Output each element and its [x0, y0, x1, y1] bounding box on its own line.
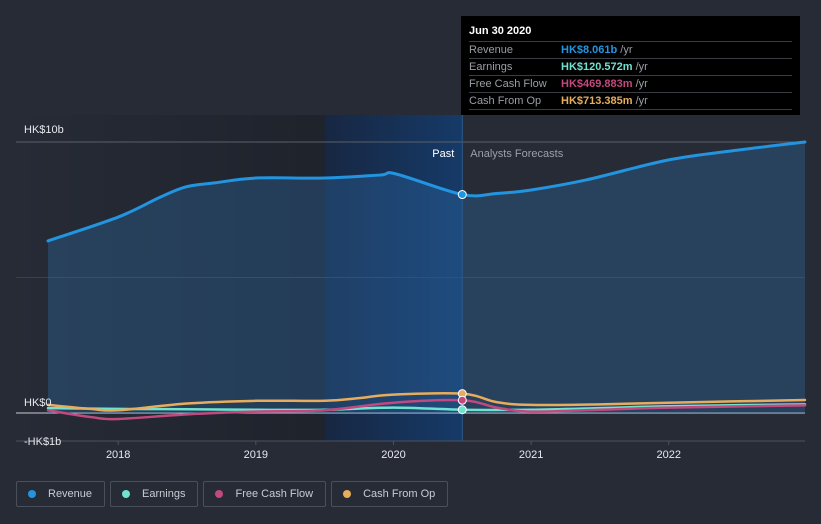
- area-layer: [48, 142, 805, 413]
- tooltip-row-unit: /yr: [635, 95, 648, 107]
- y-tick-label: -HK$1b: [24, 436, 61, 448]
- highlight-dots: [457, 190, 467, 415]
- tooltip-row-value: HK$469.883m: [561, 78, 633, 90]
- earnings-line: [46, 403, 807, 412]
- y-tick-label: HK$10b: [24, 124, 64, 136]
- past-label: Past: [432, 148, 454, 160]
- forecast-label: Analysts Forecasts: [470, 148, 563, 160]
- tooltip-row-unit: /yr: [620, 44, 633, 56]
- tooltip-row-unit: /yr: [635, 61, 648, 73]
- tooltip-row-revenue: Revenue HK$8.061b /yr: [469, 42, 792, 59]
- tooltip-row-cash-from-op: Cash From Op HK$713.385m /yr: [469, 93, 792, 110]
- revenue-line: [46, 140, 807, 243]
- gridlines: [16, 141, 805, 414]
- tooltip-row-label: Cash From Op: [469, 95, 542, 107]
- tooltip-row-value: HK$8.061b: [561, 44, 618, 56]
- cash-from-op-line: [46, 391, 807, 412]
- x-tick-label: 2022: [656, 449, 680, 461]
- tooltip-row-label: Free Cash Flow: [469, 78, 547, 90]
- legend-dot-icon: [122, 490, 131, 498]
- tooltip-row-earnings: Earnings HK$120.572m /yr: [469, 59, 792, 76]
- free-cash-flow-line: [46, 398, 807, 421]
- tooltip-row-value: HK$120.572m: [561, 61, 633, 73]
- tooltip: Jun 30 2020 Revenue HK$8.061b /yr Earnin…: [461, 16, 800, 115]
- legend-dot-icon: [215, 490, 224, 498]
- x-tick-label: 2018: [106, 449, 130, 461]
- x-tick-label: 2020: [381, 449, 405, 461]
- legend-label: Revenue: [48, 488, 93, 500]
- y-axis-labels: HK$10b HK$0 -HK$1b: [24, 124, 64, 448]
- legend-item-cash-from-op[interactable]: Cash From Op: [331, 481, 449, 507]
- legend-label: Free Cash Flow: [235, 488, 314, 500]
- revenue-highlight-dot: [457, 190, 467, 200]
- earnings-highlight-dot: [457, 405, 467, 415]
- y-tick-label: HK$0: [24, 397, 52, 409]
- legend-label: Earnings: [142, 488, 186, 500]
- legend-item-revenue[interactable]: Revenue: [16, 481, 106, 507]
- x-tick-label: 2021: [519, 449, 543, 461]
- x-tick-label: 2019: [244, 449, 268, 461]
- revenue-area: [48, 142, 805, 413]
- tooltip-row-label: Revenue: [469, 44, 514, 56]
- legend-dot-icon: [343, 490, 352, 498]
- x-axis: 2018 2019 2020 2021 2022: [16, 440, 805, 461]
- series-lines: [46, 140, 807, 421]
- tooltip-date: Jun 30 2020: [469, 24, 792, 42]
- legend: Revenue Earnings Free Cash Flow Cash Fro…: [16, 481, 449, 507]
- legend-label: Cash From Op: [363, 488, 436, 500]
- tooltip-row-unit: /yr: [635, 78, 648, 90]
- tooltip-row-label: Earnings: [469, 61, 513, 73]
- tooltip-row-value: HK$713.385m: [561, 95, 633, 107]
- legend-item-earnings[interactable]: Earnings: [110, 481, 199, 507]
- free-cash-flow-highlight-dot: [457, 395, 467, 405]
- tooltip-row-free-cash-flow: Free Cash Flow HK$469.883m /yr: [469, 76, 792, 93]
- legend-dot-icon: [28, 490, 36, 498]
- legend-item-free-cash-flow[interactable]: Free Cash Flow: [203, 481, 327, 507]
